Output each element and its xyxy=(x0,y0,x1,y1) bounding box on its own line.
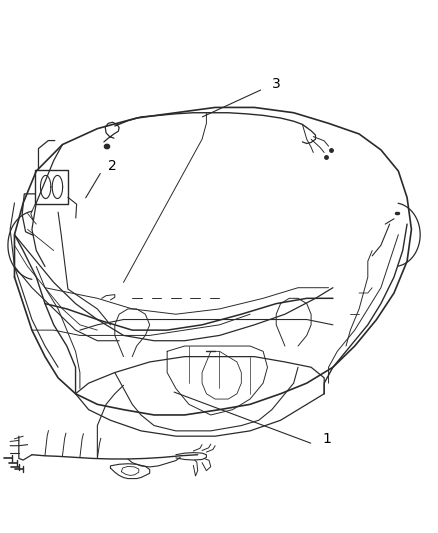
Text: 3: 3 xyxy=(271,77,280,91)
Text: 1: 1 xyxy=(321,432,330,446)
Text: 2: 2 xyxy=(108,159,117,173)
